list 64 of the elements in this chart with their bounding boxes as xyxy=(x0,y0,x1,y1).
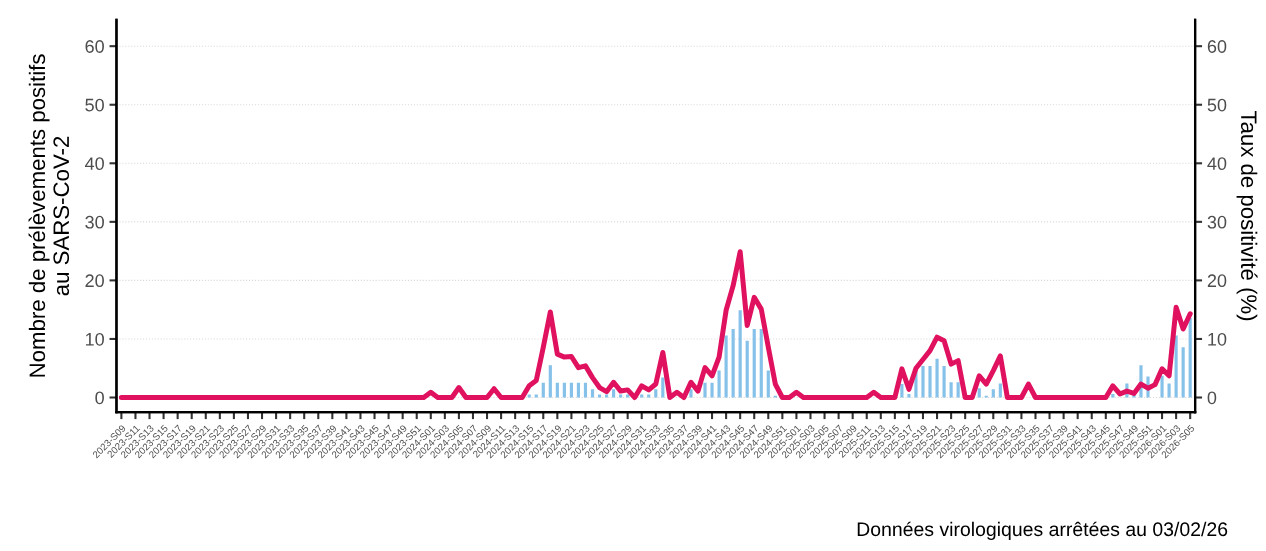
bar xyxy=(991,389,995,398)
bar xyxy=(1160,375,1164,398)
y-axis-title: Nombre de prélèvements positifs au SARS-CoV-2 xyxy=(28,54,70,377)
bar xyxy=(949,382,953,398)
text: Données virologiques arrêtées au 03/02/26 xyxy=(857,521,1228,540)
y2-tick-label: 20 xyxy=(1207,274,1227,288)
bar xyxy=(1111,394,1115,398)
y2-tick-label: 40 xyxy=(1207,157,1227,171)
y2-tick-label: 30 xyxy=(1207,215,1227,229)
bar xyxy=(590,389,595,398)
y-tick-label: 30 xyxy=(85,215,104,229)
y-tick-label: 40 xyxy=(85,157,104,171)
bar xyxy=(562,382,566,398)
bar xyxy=(612,389,616,398)
bar xyxy=(956,382,960,398)
bar xyxy=(977,388,981,398)
bar xyxy=(745,340,749,398)
bar xyxy=(689,389,693,398)
bar xyxy=(555,382,559,398)
bar xyxy=(942,365,946,398)
bar xyxy=(1188,317,1192,398)
y2-tick-label: 60 xyxy=(1207,40,1227,53)
bar xyxy=(640,394,644,398)
bar xyxy=(766,370,770,398)
bar xyxy=(647,394,651,398)
bar xyxy=(569,382,573,398)
bar xyxy=(759,329,763,398)
y-tick-label: 10 xyxy=(85,332,104,346)
y2-tick-label: 10 xyxy=(1208,332,1227,346)
bar xyxy=(998,383,1002,398)
bar xyxy=(527,394,531,398)
bar xyxy=(626,394,630,398)
y2-tick-label: 50 xyxy=(1207,98,1227,112)
bar xyxy=(583,382,588,398)
bar xyxy=(597,394,602,398)
bar xyxy=(710,382,714,398)
bar xyxy=(907,394,911,398)
bar xyxy=(935,358,939,398)
bar xyxy=(576,382,581,398)
bar xyxy=(541,382,545,398)
bar xyxy=(731,329,735,398)
bar xyxy=(534,394,538,398)
y-tick-label: 0 xyxy=(95,391,104,405)
y2-tick-label: 0 xyxy=(1207,391,1217,405)
bar xyxy=(752,329,756,398)
bar xyxy=(928,365,932,398)
bar xyxy=(654,389,658,398)
bar xyxy=(900,384,904,398)
bar xyxy=(921,365,925,398)
y2-axis-title: Taux de positivité (%) xyxy=(1236,110,1258,321)
bar xyxy=(661,377,665,398)
bar xyxy=(619,394,623,398)
bar xyxy=(703,382,707,398)
y-tick-label: 60 xyxy=(85,40,104,53)
bar xyxy=(724,335,728,398)
y-tick-label: 20 xyxy=(85,274,104,288)
bar xyxy=(1174,335,1178,398)
bar xyxy=(717,370,721,398)
y-tick-label: 50 xyxy=(85,98,104,112)
bar xyxy=(738,310,742,398)
bar xyxy=(1167,383,1171,398)
bar xyxy=(604,394,609,398)
bar xyxy=(548,365,552,398)
bar xyxy=(1181,347,1185,398)
